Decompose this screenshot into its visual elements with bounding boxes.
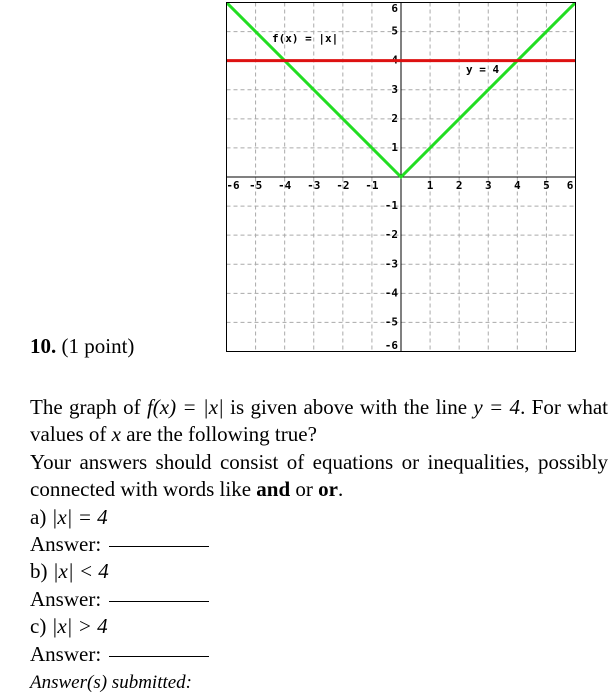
expression: |x| < 4	[52, 559, 109, 584]
question: For what values of x are the following t…	[30, 395, 608, 446]
text: .	[337, 477, 344, 502]
y-tick-label: 3	[391, 83, 398, 96]
y-tick-label: 6	[391, 2, 398, 15]
x-tick-label: 4	[514, 179, 521, 192]
x-tick-label: 5	[543, 179, 550, 192]
submitted-label: Answer(s) submitted:	[30, 672, 193, 694]
math: x	[111, 422, 121, 447]
y-tick-label: 5	[391, 25, 398, 38]
answer-blank[interactable]	[109, 546, 210, 548]
keyword: and	[256, 477, 291, 502]
math: y = 4	[473, 395, 521, 419]
answer-blank[interactable]	[109, 600, 210, 602]
problem-header: 10. (1 point)	[30, 334, 134, 359]
x-tick-label: -1	[365, 179, 379, 192]
x-tick-label: 3	[485, 179, 492, 192]
y-tick-label: -5	[385, 315, 398, 328]
text: For what values of	[30, 395, 608, 447]
part-label: c)	[30, 614, 47, 639]
x-tick-label: 6	[567, 179, 574, 192]
text: are the following true?	[120, 422, 317, 447]
parts: a) |x| = 4 Answer: b) |x| < 4 Answer: c) |x|…	[30, 504, 608, 668]
graph-border	[226, 2, 576, 352]
x-tick-label: -4	[278, 179, 292, 192]
graph: -6 -5 -4 -3 -2 -1 1 2 3 4 5 6-6-5-4-3-2-1123456f(x)…	[226, 2, 576, 352]
text: The graph of	[30, 395, 147, 419]
x-tick-label: -3	[307, 179, 320, 192]
y-tick-label: 2	[391, 112, 398, 125]
problem-number: 10.	[30, 334, 57, 358]
expression: |x| > 4	[51, 614, 108, 639]
x-tick-label: 1	[427, 179, 434, 192]
x-tick-label: -6	[226, 179, 240, 192]
instructions: Your answers should consist of equations…	[30, 450, 608, 501]
part-label: b)	[30, 559, 48, 584]
series-label: f(x) = |x|	[272, 32, 338, 45]
text: or	[290, 477, 319, 502]
keyword: or	[318, 477, 338, 502]
y-tick-label: 1	[391, 141, 398, 154]
x-tick-label: 2	[456, 179, 463, 192]
part: b) |x| < 4	[30, 558, 608, 585]
answer-label: Answer:	[30, 532, 102, 557]
y-tick-label: -3	[385, 257, 398, 270]
text: is given above with the line	[223, 395, 474, 419]
expression: |x| = 4	[51, 504, 108, 529]
part: a) |x| = 4	[30, 504, 608, 531]
answer-row: Answer:	[30, 641, 608, 668]
y-tick-label: -2	[385, 228, 398, 241]
y-tick-label: -6	[385, 339, 399, 352]
answer-row: Answer:	[30, 586, 608, 613]
y-tick-label: -4	[385, 286, 399, 299]
math: f(x) = |x|	[146, 395, 224, 419]
x-tick-label: -5	[249, 179, 262, 192]
series-label: y = 4	[466, 63, 499, 76]
answer-label: Answer:	[30, 586, 102, 611]
answer-label: Answer:	[30, 641, 102, 666]
y-tick-label: -1	[385, 199, 399, 212]
points: (1 point)	[61, 334, 135, 358]
intro: The graph of f(x) = |x| is given above w…	[30, 395, 525, 419]
text: .	[520, 395, 526, 419]
answer-blank[interactable]	[109, 655, 210, 657]
part: c) |x| > 4	[30, 613, 608, 640]
problem-text: The graph of f(x) = |x| is given above w…	[30, 394, 608, 696]
part-label: a)	[30, 504, 47, 529]
x-tick-label: -2	[336, 179, 349, 192]
text: Your answers should consist of equations…	[30, 449, 608, 502]
answer-row: Answer:	[30, 531, 608, 558]
